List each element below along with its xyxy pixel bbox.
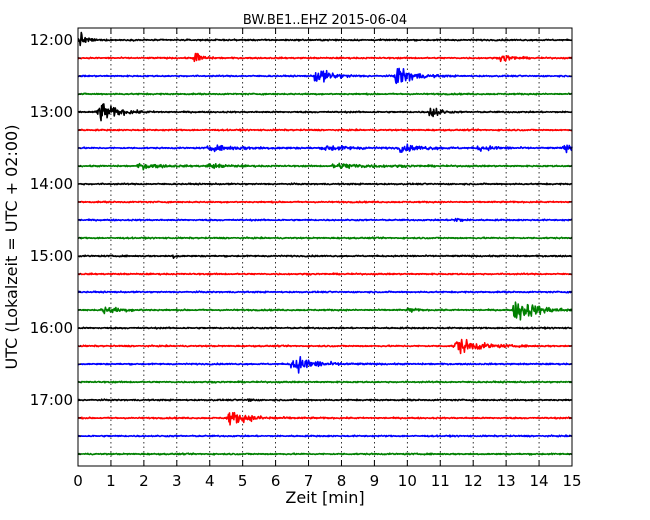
trace-rows xyxy=(77,31,573,456)
trace-row-1745 xyxy=(77,452,573,456)
x-tick-label-7: 7 xyxy=(304,472,314,490)
trace-row-1630 xyxy=(77,356,573,374)
x-tick-label-1: 1 xyxy=(106,472,116,490)
y-tick-label-1600: 16:00 xyxy=(30,319,73,337)
x-tick-label-8: 8 xyxy=(337,472,347,490)
x-tick-label-12: 12 xyxy=(464,472,483,490)
trace-row-1700 xyxy=(77,398,573,402)
x-tick-label-13: 13 xyxy=(497,472,516,490)
x-tick-label-11: 11 xyxy=(431,472,450,490)
trace-row-1200 xyxy=(77,31,573,47)
trace-row-1315 xyxy=(77,128,573,132)
y-axis-label: UTC (Lokalzeit = UTC + 02:00) xyxy=(2,125,21,370)
trace-row-1230 xyxy=(77,67,573,85)
trace-row-1430 xyxy=(77,217,573,223)
trace-row-1330 xyxy=(77,143,573,154)
y-tick-label-1500: 15:00 xyxy=(30,247,73,265)
trace-row-1545 xyxy=(77,301,573,321)
x-axis-label: Zeit [min] xyxy=(285,488,364,507)
x-tick-label-15: 15 xyxy=(562,472,581,490)
trace-row-1445 xyxy=(77,236,573,240)
y-axis-ticks: 12:00 13:00 14:00 15:00 16:00 17:00 xyxy=(30,31,572,455)
trace-row-1400 xyxy=(77,182,573,186)
y-tick-label-1400: 14:00 xyxy=(30,175,73,193)
x-tick-label-3: 3 xyxy=(172,472,182,490)
y-tick-label-1200: 12:00 xyxy=(30,31,73,49)
trace-row-1600 xyxy=(77,326,573,330)
trace-row-1415 xyxy=(77,200,573,204)
trace-row-1515 xyxy=(77,272,573,276)
x-tick-label-6: 6 xyxy=(271,472,281,490)
trace-row-1730 xyxy=(77,434,573,438)
trace-row-1615 xyxy=(77,338,573,355)
x-tick-label-10: 10 xyxy=(398,472,417,490)
x-tick-label-9: 9 xyxy=(370,472,380,490)
y-tick-label-1700: 17:00 xyxy=(30,391,73,409)
x-axis-ticks: 0 1 2 3 4 5 6 7 8 9 10 11 12 13 14 15 xyxy=(73,28,582,490)
trace-row-1645 xyxy=(77,380,573,384)
y-tick-label-1300: 13:00 xyxy=(30,103,73,121)
trace-row-1300 xyxy=(77,103,573,122)
trace-row-1245 xyxy=(77,92,573,96)
trace-row-1715 xyxy=(77,411,573,426)
trace-row-1500 xyxy=(77,254,573,260)
x-tick-label-5: 5 xyxy=(238,472,248,490)
grid-lines xyxy=(110,28,540,466)
x-tick-label-14: 14 xyxy=(530,472,549,490)
chart-title: BW.BE1..EHZ 2015-06-04 xyxy=(243,13,407,28)
trace-row-1215 xyxy=(77,52,573,63)
trace-row-1345 xyxy=(77,162,573,171)
x-tick-label-4: 4 xyxy=(205,472,215,490)
x-tick-label-0: 0 xyxy=(73,472,83,490)
x-tick-label-2: 2 xyxy=(139,472,149,490)
trace-row-1530 xyxy=(77,290,573,294)
plot-frame xyxy=(77,27,573,467)
